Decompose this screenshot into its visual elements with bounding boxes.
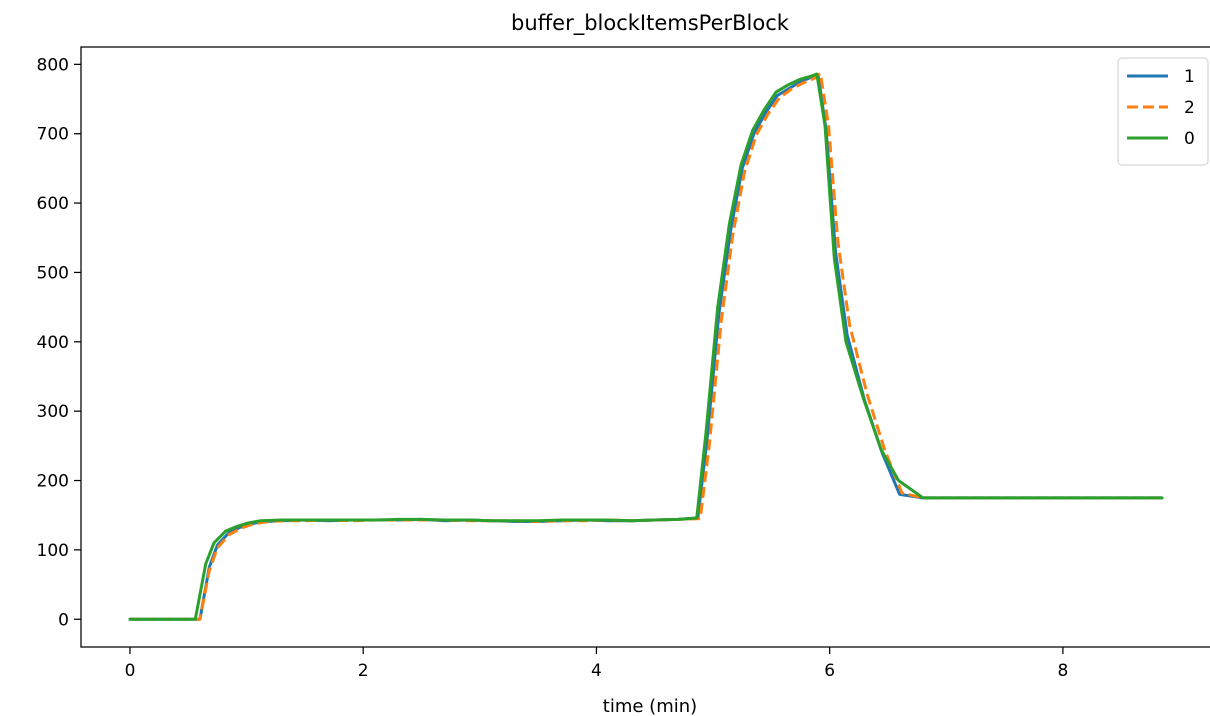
- y-tick-label: 500: [37, 263, 69, 283]
- y-tick-label: 400: [37, 333, 69, 353]
- x-axis-label: time (min): [603, 696, 697, 716]
- y-tick-label: 700: [37, 125, 69, 145]
- x-tick-label: 6: [824, 661, 835, 681]
- series-line-0: [128, 72, 1164, 621]
- y-tick-label: 100: [37, 541, 69, 561]
- x-tick-label: 4: [591, 661, 602, 681]
- y-tick-label: 200: [37, 472, 69, 492]
- chart-title: buffer_blockItemsPerBlock: [511, 11, 790, 36]
- plot-frame: [80, 46, 1210, 648]
- x-tick-label: 0: [125, 661, 136, 681]
- series-line-1: [128, 73, 1164, 621]
- legend: 1 2 0: [1117, 57, 1209, 166]
- plot-area: [128, 71, 1164, 621]
- y-axis-ticks: 0 100 200 300 400 500 600 700 800: [37, 55, 81, 630]
- y-tick-label: 600: [37, 194, 69, 214]
- x-tick-label: 2: [358, 661, 369, 681]
- legend-label-2: 2: [1184, 98, 1195, 118]
- series-line-2: [129, 71, 1163, 621]
- y-tick-label: 0: [58, 610, 69, 630]
- legend-label-0: 0: [1184, 129, 1195, 149]
- y-tick-label: 300: [37, 402, 69, 422]
- legend-label-1: 1: [1184, 67, 1195, 87]
- x-tick-label: 8: [1057, 661, 1068, 681]
- y-tick-label: 800: [37, 55, 69, 75]
- x-axis-ticks: 0 2 4 6 8: [125, 647, 1068, 681]
